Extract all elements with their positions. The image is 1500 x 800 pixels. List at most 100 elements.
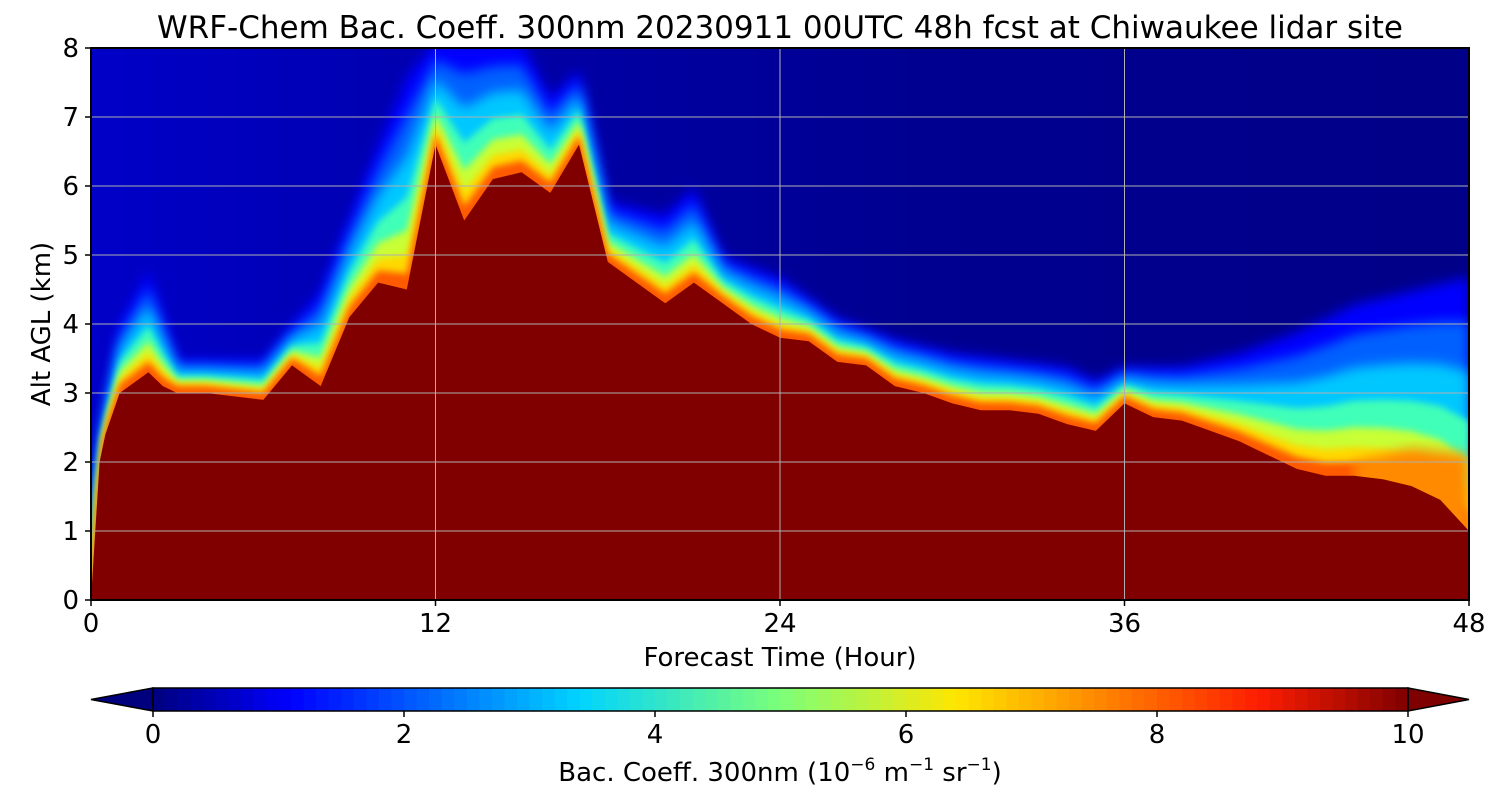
colorbar-bin [1382,688,1397,711]
colorbar-bin [956,688,970,711]
colorbar-label-main: Bac. Coeff. 300nm (10 [558,758,850,788]
colorbar-bin [642,688,656,711]
colorbar-bin [554,688,568,711]
colorbar-extend-high [1407,687,1470,712]
colorbar-label: Bac. Coeff. 300nm (10−6 m−1 sr−1) [558,755,1001,788]
colorbar-bin [240,688,254,711]
y-tick-label: 6 [62,172,79,202]
colorbar-bin [303,688,317,711]
colorbar-bin [629,688,644,711]
colorbar-bin [730,688,744,711]
colorbar-label-exponent-1: −6 [850,755,875,775]
colorbar-bin [516,688,531,711]
y-axis-ticks: 0 1 2 3 4 5 6 7 8 [62,34,91,616]
colorbar-bin [604,688,618,711]
colorbar-bin [1031,688,1045,711]
colorbar-bin [1332,688,1346,711]
colorbar-bin [366,688,380,711]
colorbar-tick-label: 8 [1149,720,1166,750]
colorbar-label-exponent-2: −1 [909,755,934,775]
colorbar-bin [1069,688,1083,711]
colorbar-bin [1094,688,1108,711]
colorbar-bin [931,688,945,711]
colorbar-bin [378,688,393,711]
colorbar-bin [316,688,330,711]
y-tick-label: 4 [62,310,79,340]
colorbar-bin [680,688,694,711]
x-tick-label: 12 [419,609,452,639]
colorbar-bin [153,688,167,711]
colorbar-bin [717,688,731,711]
y-tick-label: 1 [62,517,79,547]
colorbar-bin [416,688,430,711]
colorbar-bin [918,688,932,711]
colorbar-bin [1370,688,1384,711]
colorbar-bin [278,688,292,711]
colorbar-bin [190,688,204,711]
x-axis-ticks: 0 12 24 36 48 [83,600,1486,639]
colorbar-bin [1194,688,1208,711]
colorbar-bin [178,688,192,711]
colorbar-bin [893,688,907,711]
colorbar-bin [491,688,505,711]
y-axis-label: Alt AGL (km) [27,242,57,406]
colorbar-bin [529,688,543,711]
x-axis-label: Forecast Time (Hour) [643,643,916,673]
colorbar-bin [617,688,631,711]
colorbar-bin [404,688,418,711]
colorbar-bin [1219,688,1233,711]
colorbar-bin [1182,688,1196,711]
colorbar-tick-label: 6 [898,720,915,750]
colorbar-bin [818,688,832,711]
colorbar-bin [1169,688,1183,711]
colorbar-bin [203,688,217,711]
colorbar-bin [830,688,844,711]
colorbar-bin [1006,688,1020,711]
colorbar-bin [341,688,355,711]
colorbar-bin [579,688,593,711]
colorbar-bin [542,688,556,711]
colorbar-bin [993,688,1007,711]
colorbar-frame [152,687,1409,712]
chart-title: WRF-Chem Bac. Coeff. 300nm 20230911 00UT… [157,10,1403,46]
colorbar-bins [153,688,1409,711]
colorbar-bin [705,688,719,711]
colorbar-bin [215,688,229,711]
x-tick-label: 24 [763,609,796,639]
colorbar-bin [742,688,756,711]
y-tick-label: 2 [62,448,79,478]
colorbar-bin [1081,688,1095,711]
colorbar-bin [253,688,267,711]
colorbar-bin [868,688,882,711]
colorbar-bin [265,688,280,711]
colorbar-bin [429,688,443,711]
y-tick-label: 7 [62,103,79,133]
colorbar-bin [655,688,669,711]
colorbar-label-part-2: m [875,758,909,788]
y-tick-label: 0 [62,586,79,616]
colorbar-bin [592,688,606,711]
colorbar-bin [1044,688,1058,711]
colorbar-bin [1395,688,1409,711]
x-tick-label: 36 [1108,609,1141,639]
colorbar-bin [1018,688,1033,711]
colorbar-bin [454,688,468,711]
colorbar-bin [981,688,995,711]
colorbar-bin [1269,688,1284,711]
x-tick-label: 48 [1452,609,1485,639]
colorbar-bin [391,688,405,711]
colorbar-bin [1320,688,1334,711]
colorbar: 0 2 4 6 8 10 Bac. Coeff. 300nm (10−6 m−1 sr−1… [90,687,1470,788]
colorbar-bin [1119,688,1133,711]
colorbar-bin [667,688,681,711]
colorbar-extend-low [90,687,154,712]
colorbar-tick-label: 10 [1391,720,1424,750]
colorbar-label-part-3: sr [934,758,967,788]
colorbar-bin [1282,688,1296,711]
colorbar-bin [855,688,869,711]
colorbar-bin [1357,688,1371,711]
colorbar-bin [943,688,957,711]
colorbar-bin [1106,688,1120,711]
y-tick-label: 5 [62,241,79,271]
